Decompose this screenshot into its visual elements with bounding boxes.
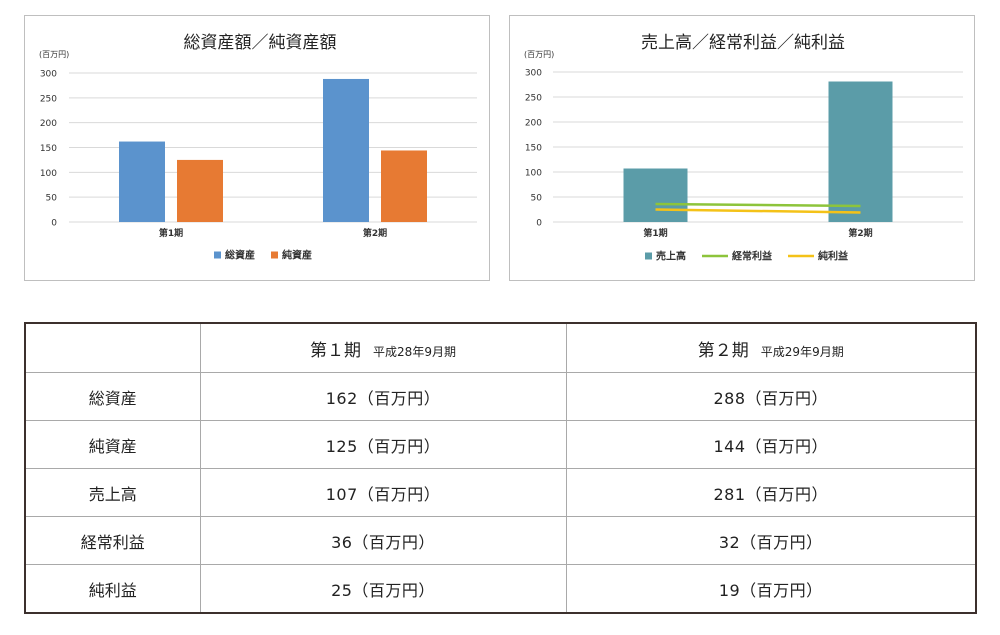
legend-label: 純利益	[818, 250, 848, 263]
y-tick-label: 300	[525, 69, 542, 79]
period-label: 第２期	[697, 340, 749, 361]
y-tick-label: 200	[40, 119, 57, 129]
table-row: 総資産 162（百万円） 288（百万円）	[24, 372, 977, 421]
table-header-row: 第１期 平成28年9月期 第２期 平成29年9月期	[24, 322, 977, 373]
y-tick-label: 250	[40, 94, 57, 104]
y-tick-label: 300	[40, 70, 57, 80]
period-label: 第１期	[310, 340, 362, 361]
x-tick-label: 第1期	[159, 227, 183, 239]
sales-chart: 売上高／経常利益／純利益 (百万円) 0 50 100 150 200 250 300 第1期 第2…	[524, 33, 963, 263]
table-corner-cell	[24, 322, 201, 373]
series-line	[655, 202, 861, 208]
value-cell: 36（百万円）	[199, 516, 567, 565]
legend-swatch	[271, 251, 278, 259]
period-header-2: 第２期 平成29年9月期	[565, 322, 977, 373]
table-row: 売上高 107（百万円） 281（百万円）	[24, 468, 977, 517]
row-label: 総資産	[24, 372, 201, 421]
bar	[381, 150, 427, 222]
legend-label: 経常利益	[732, 250, 772, 263]
value-cell: 288（百万円）	[565, 372, 977, 421]
legend-swatch	[645, 252, 652, 260]
period-header-1: 第１期 平成28年9月期	[199, 322, 567, 373]
period-sublabel: 平成28年9月期	[373, 344, 456, 359]
bar	[177, 159, 223, 222]
legend-label: 純資産	[282, 249, 312, 262]
value-cell: 144（百万円）	[565, 420, 977, 469]
bar	[828, 81, 893, 222]
table-row: 経常利益 36（百万円） 32（百万円）	[24, 516, 977, 565]
y-tick-label: 0	[536, 219, 542, 229]
y-tick-label: 200	[525, 119, 542, 129]
row-label: 経常利益	[24, 516, 201, 565]
y-tick-label: 100	[40, 169, 57, 179]
legend-swatch	[214, 251, 221, 259]
y-tick-label: 0	[51, 219, 57, 229]
value-cell: 25（百万円）	[199, 564, 567, 614]
unit-label: (百万円)	[524, 50, 554, 59]
y-tick-label: 150	[525, 144, 542, 154]
bar	[119, 141, 165, 222]
legend-label: 総資産	[225, 249, 255, 262]
bar	[323, 78, 369, 223]
series-line	[655, 208, 861, 214]
y-tick-label: 100	[525, 169, 542, 179]
unit-label: (百万円)	[39, 50, 69, 59]
x-tick-label: 第2期	[848, 227, 872, 239]
financial-table: 第１期 平成28年9月期 第２期 平成29年9月期 総資産 162（百万円） 288…	[24, 322, 977, 614]
legend-label: 売上高	[656, 250, 686, 263]
value-cell: 19（百万円）	[565, 564, 977, 614]
row-label: 売上高	[24, 468, 201, 517]
table-row: 純資産 125（百万円） 144（百万円）	[24, 420, 977, 469]
value-cell: 162（百万円）	[199, 372, 567, 421]
row-label: 純利益	[24, 564, 201, 614]
value-cell: 107（百万円）	[199, 468, 567, 517]
value-cell: 32（百万円）	[565, 516, 977, 565]
chart-title: 総資産額／純資産額	[184, 33, 337, 53]
y-tick-label: 250	[525, 94, 542, 104]
x-tick-label: 第1期	[643, 227, 667, 239]
chart-title: 売上高／経常利益／純利益	[641, 33, 845, 53]
period-sublabel: 平成29年9月期	[760, 344, 844, 359]
sales-chart-panel: 売上高／経常利益／純利益 (百万円) 0 50 100 150 200 250 300 第1期 第2…	[509, 15, 975, 281]
value-cell: 125（百万円）	[199, 420, 567, 469]
y-tick-label: 50	[531, 194, 543, 204]
table-row: 純利益 25（百万円） 19（百万円）	[24, 564, 977, 614]
x-tick-label: 第2期	[363, 227, 387, 239]
bar	[623, 168, 688, 222]
y-tick-label: 50	[46, 194, 58, 204]
y-tick-label: 150	[40, 144, 57, 154]
assets-chart: 総資産額／純資産額 (百万円) 0 50 100 150 200 250 300 第1期 第2期総資…	[39, 33, 477, 262]
row-label: 純資産	[24, 420, 201, 469]
value-cell: 281（百万円）	[565, 468, 977, 517]
assets-chart-panel: 総資産額／純資産額 (百万円) 0 50 100 150 200 250 300 第1期 第2期総資…	[24, 15, 490, 281]
